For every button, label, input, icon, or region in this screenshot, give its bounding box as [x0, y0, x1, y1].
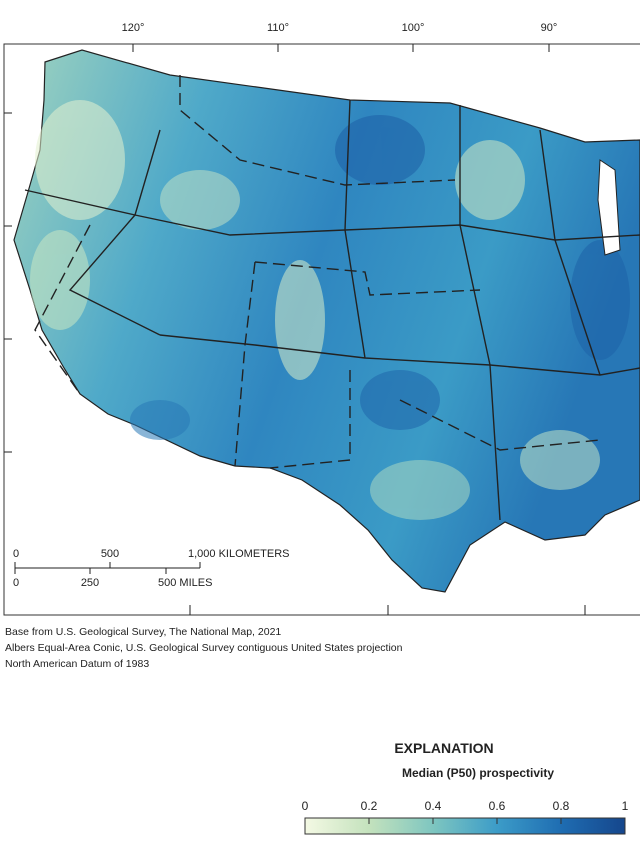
legend-title: EXPLANATION	[394, 740, 493, 756]
colorbar-tick-label: 0.8	[553, 799, 570, 813]
longitude-label: 110°	[267, 22, 289, 34]
prospectivity-texture	[30, 100, 630, 520]
scale-label: 500	[101, 548, 119, 560]
longitude-label: 120°	[122, 22, 145, 34]
legend: EXPLANATION Median (P50) prospectivity 0…	[302, 740, 629, 835]
colorbar-tick-label: 1	[622, 799, 629, 813]
color-bar	[304, 817, 626, 835]
longitude-labels: 120° 110° 100° 90°	[4, 22, 586, 615]
colorbar-tick-label: 0.4	[425, 799, 442, 813]
credit-line: North American Datum of 1983	[5, 658, 149, 670]
longitude-label: 100°	[402, 22, 425, 34]
frame-ticks	[4, 44, 586, 615]
colorbar-tick-label: 0.2	[361, 799, 378, 813]
credit-line: Base from U.S. Geological Survey, The Na…	[5, 626, 281, 638]
colorbar-tick-label: 0	[302, 799, 309, 813]
scale-label: 500 MILES	[158, 577, 212, 589]
scale-label: 1,000 KILOMETERS	[188, 548, 290, 560]
scale-label: 0	[13, 548, 19, 560]
longitude-label: 90°	[541, 22, 558, 34]
colorbar-tick-label: 0.6	[489, 799, 506, 813]
legend-subtitle: Median (P50) prospectivity	[402, 766, 554, 780]
credit-line: Albers Equal-Area Conic, U.S. Geological…	[5, 642, 403, 654]
lake-michigan	[597, 159, 621, 256]
scale-bar: 0 500 1,000 KILOMETERS 0 250 500 MILES	[13, 548, 290, 589]
state-boundaries-dashed	[34, 75, 601, 469]
scale-label: 250	[81, 577, 99, 589]
map-body	[13, 49, 640, 593]
scale-label: 0	[13, 577, 19, 589]
state-boundaries	[24, 99, 640, 521]
